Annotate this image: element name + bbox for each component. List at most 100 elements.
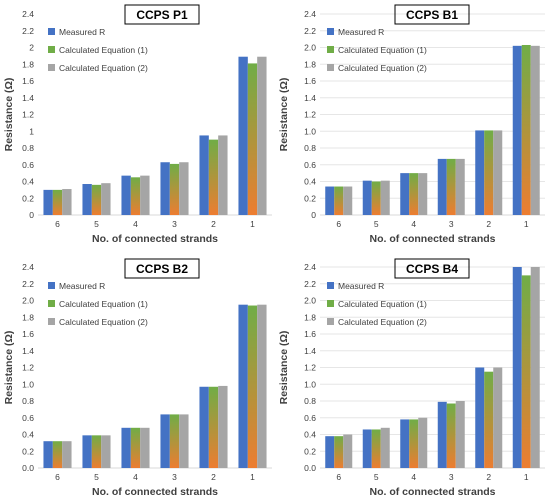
legend-label: Calculated Equation (2) bbox=[59, 317, 148, 327]
bar-calc-eq2 bbox=[343, 186, 353, 215]
x-tick-label: 2 bbox=[486, 472, 491, 482]
x-tick-label: 2 bbox=[211, 219, 216, 229]
bar-measured bbox=[362, 429, 372, 468]
legend-label: Calculated Equation (1) bbox=[59, 299, 148, 309]
x-tick-label: 5 bbox=[94, 219, 99, 229]
x-tick-label: 1 bbox=[524, 472, 529, 482]
y-tick-label: 1.2 bbox=[22, 363, 34, 373]
bar-calc-eq1 bbox=[52, 189, 63, 215]
bar-measured bbox=[121, 175, 131, 215]
y-tick-label: 1.0 bbox=[304, 379, 316, 389]
bar-calc-eq2 bbox=[455, 401, 465, 468]
legend-swatch bbox=[327, 318, 334, 325]
bar-measured bbox=[512, 45, 522, 216]
y-tick-label: 1.2 bbox=[304, 363, 316, 373]
y-tick-label: 0.0 bbox=[22, 463, 34, 473]
y-tick-label: 1.4 bbox=[304, 346, 316, 356]
y-tick-label: 1.2 bbox=[304, 110, 316, 120]
bar-calc-eq1 bbox=[521, 44, 531, 215]
bar-calc-eq1 bbox=[484, 130, 494, 215]
bar-calc-eq1 bbox=[334, 186, 344, 215]
bar-measured bbox=[238, 304, 248, 468]
legend-swatch bbox=[327, 28, 334, 35]
x-axis-title: No. of connected strands bbox=[92, 233, 218, 245]
chart-title-box bbox=[124, 258, 200, 279]
bar-measured bbox=[362, 180, 372, 215]
y-axis-title: Resistance (Ω) bbox=[278, 331, 290, 405]
y-tick-label: 2.4 bbox=[304, 9, 316, 19]
y-tick-label: 0.8 bbox=[22, 143, 34, 153]
bar-calc-eq2 bbox=[257, 56, 267, 216]
bar-calc-eq1 bbox=[484, 371, 494, 468]
y-tick-label: 2.2 bbox=[304, 26, 316, 36]
y-tick-label: 2.0 bbox=[22, 296, 34, 306]
bar-measured bbox=[475, 367, 485, 468]
bar-calc-eq2 bbox=[530, 45, 540, 216]
x-tick-label: 4 bbox=[133, 472, 138, 482]
legend-swatch bbox=[48, 28, 55, 35]
chart-title: CCPS B2 bbox=[136, 262, 188, 276]
bar-calc-eq1 bbox=[247, 63, 258, 215]
x-tick-label: 4 bbox=[133, 219, 138, 229]
x-tick-label: 3 bbox=[172, 472, 177, 482]
bar-calc-eq1 bbox=[371, 429, 381, 468]
bar-calc-eq2 bbox=[380, 180, 390, 215]
chart-title: CCPS B1 bbox=[406, 8, 458, 22]
y-tick-label: 0.8 bbox=[304, 396, 316, 406]
chart-panel-2: 0 0.2 0.4 0.6 0.8 1.0 1.2 1.4 1.6 1.8 2.0 2.2 2.4 6 5 4… bbox=[278, 4, 545, 245]
y-tick-label: 2.0 bbox=[304, 296, 316, 306]
chart-title-box bbox=[394, 4, 470, 25]
bar-calc-eq1 bbox=[371, 181, 381, 215]
bar-measured bbox=[437, 158, 447, 215]
y-axis-title: Resistance (Ω) bbox=[3, 78, 15, 152]
y-tick-label: 0.8 bbox=[22, 396, 34, 406]
legend-label: Measured R bbox=[338, 281, 384, 291]
y-tick-label: 0.4 bbox=[22, 430, 34, 440]
legend-label: Measured R bbox=[59, 281, 105, 291]
y-tick-label: 2.4 bbox=[304, 262, 316, 272]
bar-measured bbox=[238, 56, 248, 216]
bar-calc-eq1 bbox=[208, 386, 219, 468]
legend-swatch bbox=[48, 282, 55, 289]
y-tick-label: 1.8 bbox=[304, 312, 316, 322]
chart-title: CCPS B4 bbox=[406, 262, 458, 276]
y-tick-label: 0.2 bbox=[304, 193, 316, 203]
legend-swatch bbox=[327, 282, 334, 289]
bar-measured bbox=[43, 189, 53, 215]
y-axis-title: Resistance (Ω) bbox=[278, 78, 290, 152]
bar-measured bbox=[475, 130, 485, 215]
y-tick-label: 2.2 bbox=[22, 26, 34, 36]
bar-calc-eq1 bbox=[446, 158, 456, 215]
x-tick-label: 6 bbox=[55, 472, 60, 482]
y-tick-label: 0.4 bbox=[22, 177, 34, 187]
y-tick-label: 0.2 bbox=[22, 193, 34, 203]
legend-swatch bbox=[327, 46, 334, 53]
y-tick-label: 0.2 bbox=[304, 446, 316, 456]
y-tick-label: 0.6 bbox=[304, 413, 316, 423]
y-tick-label: 1.6 bbox=[304, 329, 316, 339]
y-tick-label: 1.4 bbox=[304, 93, 316, 103]
y-tick-label: 1.0 bbox=[304, 126, 316, 136]
legend-swatch bbox=[48, 64, 55, 71]
x-tick-label: 6 bbox=[336, 219, 341, 229]
bar-calc-eq2 bbox=[530, 267, 540, 468]
bar-calc-eq1 bbox=[52, 441, 63, 468]
bar-calc-eq2 bbox=[62, 189, 72, 215]
x-axis-title: No. of connected strands bbox=[369, 486, 495, 498]
legend-swatch bbox=[327, 64, 334, 71]
bar-calc-eq2 bbox=[62, 441, 72, 468]
legend-label: Calculated Equation (1) bbox=[338, 45, 427, 55]
bar-measured bbox=[43, 441, 53, 468]
y-tick-label: 1.0 bbox=[22, 379, 34, 389]
x-tick-label: 5 bbox=[374, 472, 379, 482]
bar-calc-eq2 bbox=[418, 173, 428, 215]
chart-panel-1: 0 0.2 0.4 0.6 0.8 1 1.2 1.4 1.6 1.8 2 2.2 2.4 6 5 4 3 2 1 N… bbox=[3, 4, 272, 245]
bar-calc-eq2 bbox=[380, 427, 390, 468]
chart-panel-4: 0.0 0.2 0.4 0.6 0.8 1.0 1.2 1.4 1.6 1.8 2.0 2.2 2.4 6… bbox=[278, 258, 545, 498]
bar-measured bbox=[160, 414, 170, 468]
legend-swatch bbox=[48, 46, 55, 53]
legend-label: Calculated Equation (1) bbox=[59, 45, 148, 55]
bar-measured bbox=[82, 435, 92, 468]
legend-label: Measured R bbox=[59, 27, 105, 37]
y-tick-label: 0.4 bbox=[304, 177, 316, 187]
